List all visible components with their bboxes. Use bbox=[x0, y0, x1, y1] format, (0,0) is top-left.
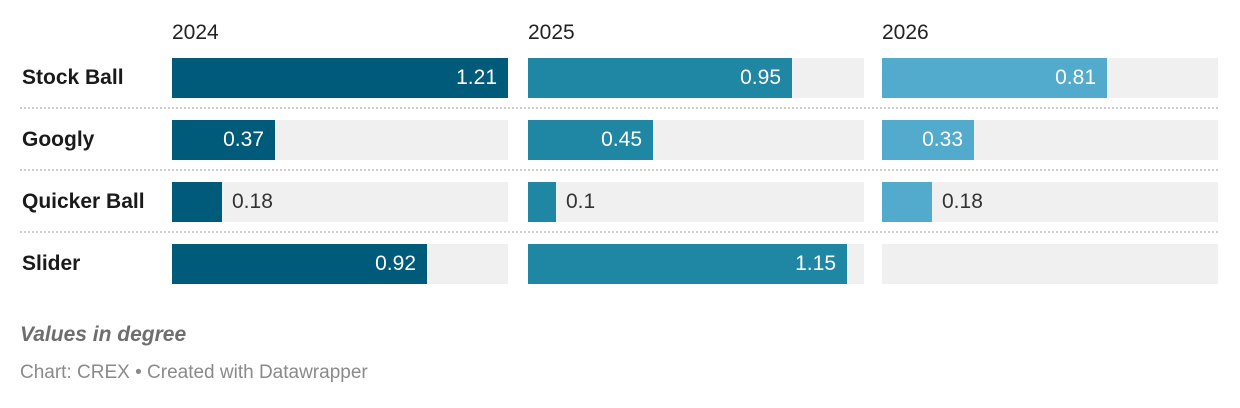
bar-value-label: 0.45 bbox=[601, 128, 642, 151]
bar-2025-googly bbox=[528, 120, 653, 160]
bar-2026-googly bbox=[882, 120, 974, 160]
bar-track-2025-quicker-ball: 0.1 bbox=[528, 182, 864, 222]
bar-value-label: 0.95 bbox=[740, 66, 781, 89]
bar-2024-googly bbox=[172, 120, 275, 160]
bar-2026-stock-ball bbox=[882, 58, 1107, 98]
bar-track-2026-quicker-ball: 0.18 bbox=[882, 182, 1218, 222]
column-header-2024: 2024 bbox=[172, 21, 219, 44]
row-separator bbox=[20, 231, 1218, 233]
chart-credit: Chart: CREX • Created with Datawrapper bbox=[20, 362, 368, 383]
row-separator bbox=[20, 169, 1218, 171]
bar-2024-quicker-ball bbox=[172, 182, 222, 222]
bar-value-label: 0.33 bbox=[922, 128, 963, 151]
bar-track-2025-googly: 0.45 bbox=[528, 120, 864, 160]
bar-value-label: 0.92 bbox=[375, 252, 416, 275]
row-label-quicker-ball: Quicker Ball bbox=[22, 190, 145, 213]
bar-2025-quicker-ball bbox=[528, 182, 556, 222]
chart-note: Values in degree bbox=[20, 323, 187, 346]
bar-value-label: 0.1 bbox=[566, 190, 596, 213]
bar-track-2026-googly: 0.33 bbox=[882, 120, 1218, 160]
bar-value-label: 0.18 bbox=[942, 190, 983, 213]
bar-track-2026-stock-ball: 0.81 bbox=[882, 58, 1218, 98]
bar-2025-slider bbox=[528, 244, 847, 284]
bar-value-label: 0.37 bbox=[223, 128, 264, 151]
bar-2025-stock-ball bbox=[528, 58, 792, 98]
bar-track-2025-stock-ball: 0.95 bbox=[528, 58, 864, 98]
row-separator bbox=[20, 107, 1218, 109]
bar-track-2024-quicker-ball: 0.18 bbox=[172, 182, 508, 222]
column-header-2025: 2025 bbox=[528, 21, 575, 44]
row-label-slider: Slider bbox=[22, 252, 81, 275]
row-label-googly: Googly bbox=[22, 128, 95, 151]
bar-value-label: 0.18 bbox=[232, 190, 273, 213]
column-header-2026: 2026 bbox=[882, 21, 929, 44]
bar-2026-quicker-ball bbox=[882, 182, 932, 222]
bar-value-label: 1.15 bbox=[795, 252, 836, 275]
bar-track-2024-stock-ball: 1.21 bbox=[172, 58, 508, 98]
bar-track-2026-slider bbox=[882, 244, 1218, 284]
bar-track-2025-slider: 1.15 bbox=[528, 244, 864, 284]
bar-value-label: 0.81 bbox=[1055, 66, 1096, 89]
bar-2024-stock-ball bbox=[172, 58, 508, 98]
row-label-stock-ball: Stock Ball bbox=[22, 66, 124, 89]
bar-track-2024-googly: 0.37 bbox=[172, 120, 508, 160]
bar-2024-slider bbox=[172, 244, 427, 284]
bar-value-label: 1.21 bbox=[456, 66, 497, 89]
bar-track-2024-slider: 0.92 bbox=[172, 244, 508, 284]
